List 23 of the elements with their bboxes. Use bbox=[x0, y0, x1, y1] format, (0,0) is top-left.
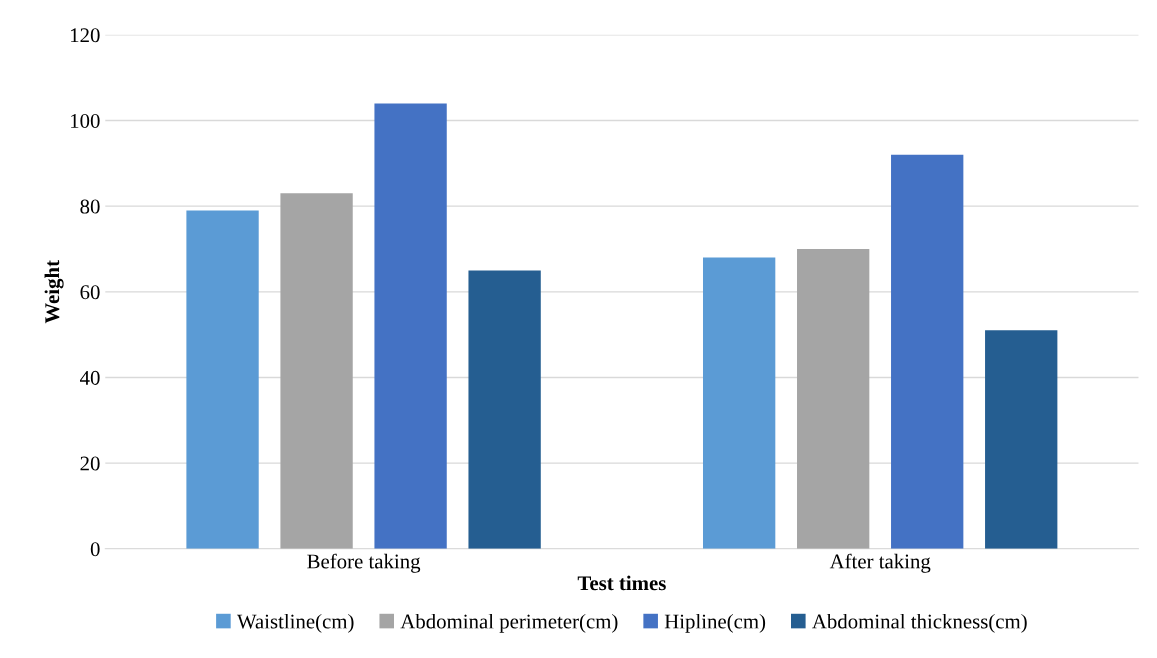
bar bbox=[797, 249, 870, 549]
legend-label: Waistline(cm) bbox=[236, 613, 354, 633]
y-tick-label: 40 bbox=[80, 370, 100, 385]
bar bbox=[702, 257, 776, 549]
legend-label: Abdominal thickness(cm) bbox=[812, 613, 1027, 633]
y-tick-label: 100 bbox=[71, 113, 100, 128]
y-tick-label: 80 bbox=[80, 199, 100, 214]
bar bbox=[280, 193, 353, 549]
y-tick-label: 60 bbox=[80, 285, 100, 300]
bar bbox=[186, 210, 259, 549]
y-axis-title: Weight bbox=[44, 260, 64, 324]
bar bbox=[374, 103, 447, 549]
x-axis-title: Test times bbox=[577, 575, 666, 591]
y-tick-label: 120 bbox=[71, 28, 100, 43]
y-tick-label: 0 bbox=[90, 542, 100, 557]
y-tick-label: 20 bbox=[80, 456, 100, 471]
bar bbox=[468, 270, 541, 549]
bar bbox=[985, 330, 1058, 549]
legend-label: Hipline(cm) bbox=[664, 613, 766, 633]
bar bbox=[891, 154, 964, 549]
x-tick-label: After taking bbox=[829, 553, 931, 573]
legend-label: Abdominal perimeter(cm) bbox=[400, 613, 618, 633]
x-tick-label: Before taking bbox=[307, 553, 421, 573]
